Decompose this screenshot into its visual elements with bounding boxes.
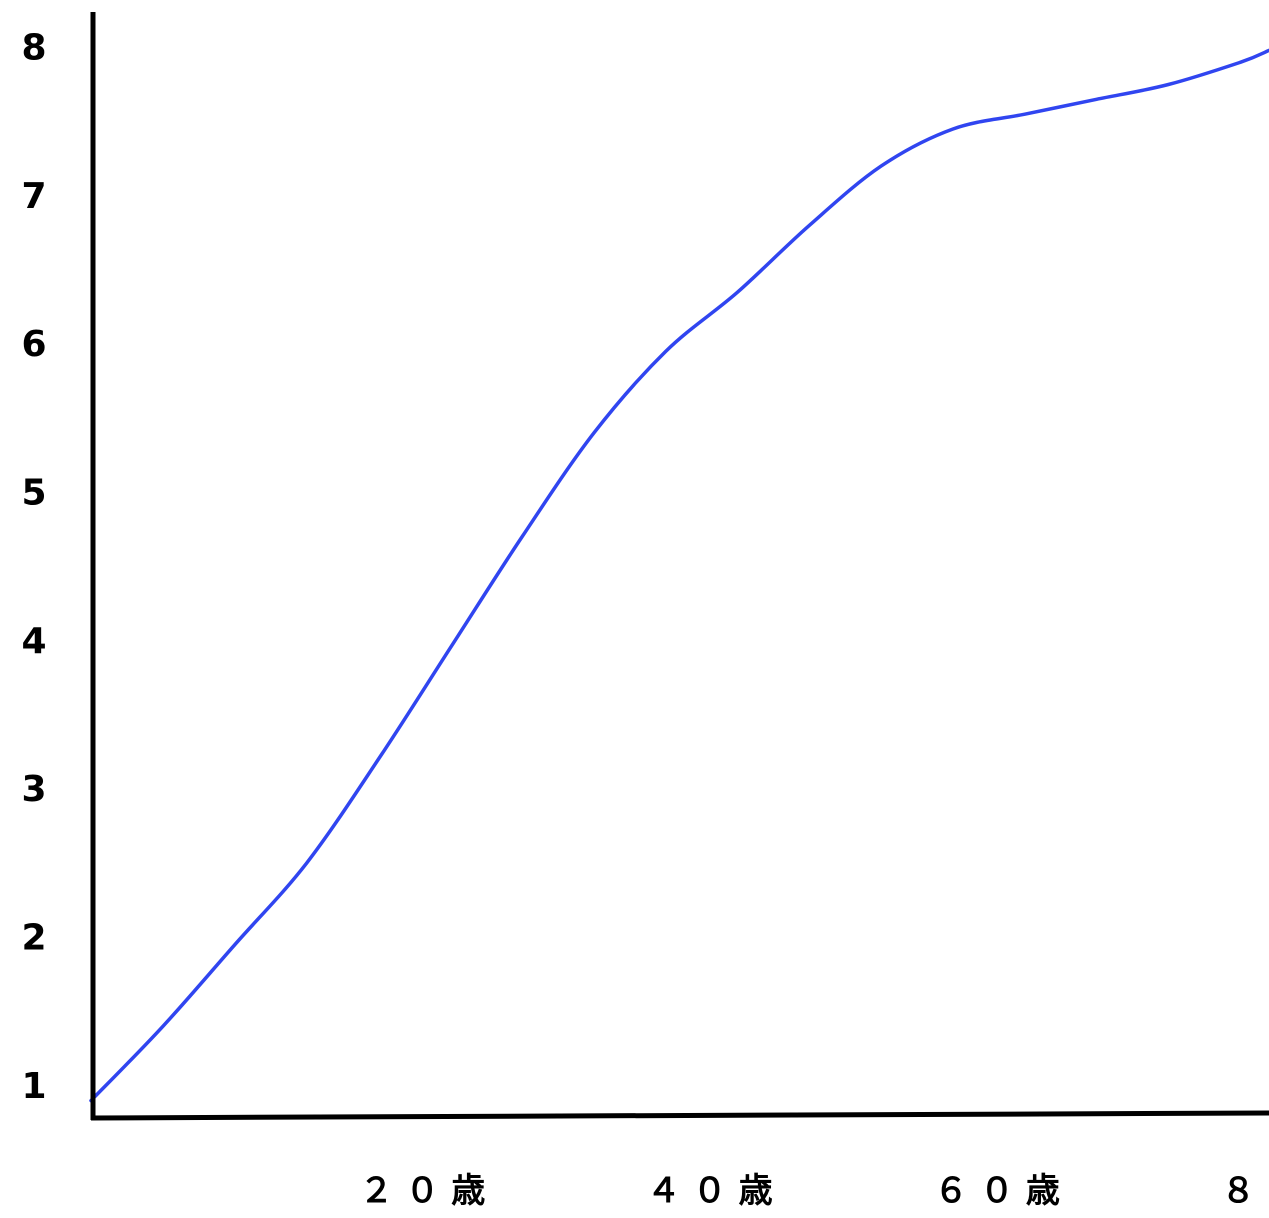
- x-tick-label-60: ６０歳: [934, 1171, 1072, 1211]
- series-line: [89, 48, 1269, 1103]
- x-tick-label-40: ４０歳: [647, 1171, 785, 1211]
- y-tick-label-7: 7: [21, 176, 46, 217]
- x-tick-label-80: ８０歳: [1221, 1171, 1269, 1211]
- y-tick-label-4: 4: [21, 621, 46, 662]
- y-tick-label-1: 1: [21, 1066, 46, 1107]
- x-tick-label-20: ２０歳: [359, 1171, 497, 1211]
- x-axis-ticks: ２０歳 ４０歳 ６０歳 ８０歳: [359, 1171, 1269, 1211]
- y-tick-label-6: 6: [21, 324, 46, 365]
- x-axis: [90, 1110, 1269, 1121]
- y-tick-label-8: 8: [21, 27, 46, 68]
- y-axis-ticks: 1 2 3 4 5 6 7 8: [21, 27, 46, 1106]
- y-tick-label-3: 3: [21, 769, 46, 810]
- y-tick-label-5: 5: [21, 472, 46, 513]
- y-tick-label-2: 2: [21, 917, 46, 958]
